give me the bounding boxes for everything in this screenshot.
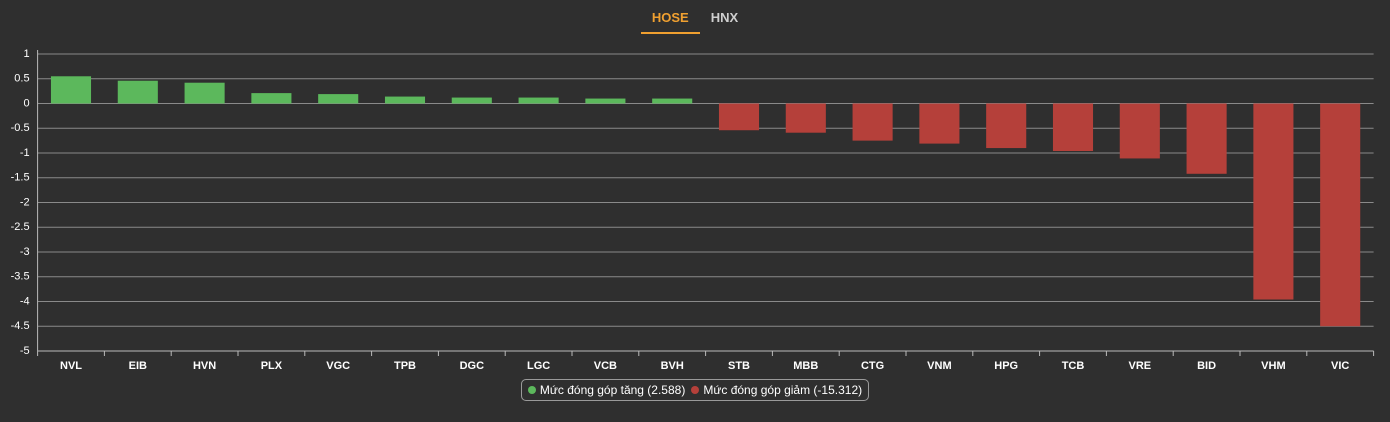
y-tick-label: -1.5 (11, 172, 30, 184)
x-tick-label: DGC (460, 360, 485, 372)
y-tick-label: -5 (20, 345, 30, 357)
legend-item[interactable]: Mức đóng góp tăng (2.588) (527, 383, 686, 397)
y-tick-label: -1 (20, 147, 30, 159)
x-tick-label: CTG (861, 360, 884, 372)
bar (1320, 103, 1361, 327)
x-tick-label: VRE (1128, 360, 1151, 372)
legend-box: Mức đóng góp tăng (2.588) Mức đóng góp gi… (520, 379, 870, 401)
tab[interactable]: HNX (710, 10, 739, 25)
y-tick-label: -2 (20, 196, 30, 208)
x-tick-label: HVN (193, 360, 216, 372)
legend-marker (527, 386, 536, 394)
bar (50, 76, 92, 104)
y-tick-label: -0.5 (11, 122, 30, 134)
x-tick-label: MBB (793, 360, 818, 372)
bar (318, 94, 359, 104)
x-tick-label: VIC (1331, 360, 1349, 372)
y-tick-label: 1 (23, 48, 29, 60)
y-tick-label: 0.5 (14, 73, 29, 85)
bar (1253, 103, 1294, 300)
y-tick-label: 0 (23, 97, 29, 109)
x-tick-label: EIB (129, 360, 147, 372)
legend-label: Mức đóng góp tăng (2.588) (539, 383, 686, 397)
x-tick-label: TPB (394, 360, 416, 372)
x-tick-label: VCB (594, 360, 617, 372)
x-tick-label: BID (1197, 360, 1216, 372)
bar (451, 97, 492, 104)
y-tick-label: -2.5 (11, 221, 30, 233)
bar (1186, 103, 1227, 174)
bar (652, 98, 693, 104)
bar (1119, 103, 1160, 159)
bar (384, 96, 426, 104)
bar (785, 103, 826, 133)
x-tick-label: NVL (60, 360, 82, 372)
x-tick-label: VGC (326, 360, 350, 372)
y-tick-label: -3 (20, 246, 30, 258)
x-tick-label: LGC (527, 360, 550, 372)
bar (117, 80, 158, 104)
x-tick-label: PLX (261, 360, 283, 372)
x-tick-label: BVH (661, 360, 684, 372)
tab-bar: HOSE HNX (0, 8, 1390, 34)
y-tick-label: -4 (20, 295, 30, 307)
bar (986, 103, 1027, 149)
x-tick-label: VNM (927, 360, 951, 372)
legend-item[interactable]: Mức đóng góp giảm (-15.312) (691, 383, 862, 397)
bar (1052, 103, 1094, 152)
x-tick-label: VHM (1261, 360, 1285, 372)
legend-label: Mức đóng góp giảm (-15.312) (703, 383, 863, 397)
bar (919, 103, 960, 144)
bar (718, 103, 760, 131)
bar (852, 103, 893, 141)
bar (585, 98, 626, 104)
bar (518, 97, 559, 104)
y-tick-label: -3.5 (11, 271, 30, 283)
legend-marker (691, 386, 700, 394)
x-tick-label: HPG (994, 360, 1018, 372)
tab[interactable]: HOSE (640, 8, 700, 34)
y-tick-label: -4.5 (11, 320, 30, 332)
legend: Mức đóng góp tăng (2.588) Mức đóng góp gi… (0, 379, 1390, 401)
x-tick-label: STB (728, 360, 750, 372)
x-tick-label: TCB (1062, 360, 1085, 372)
bar (251, 93, 292, 104)
bar (184, 82, 225, 104)
